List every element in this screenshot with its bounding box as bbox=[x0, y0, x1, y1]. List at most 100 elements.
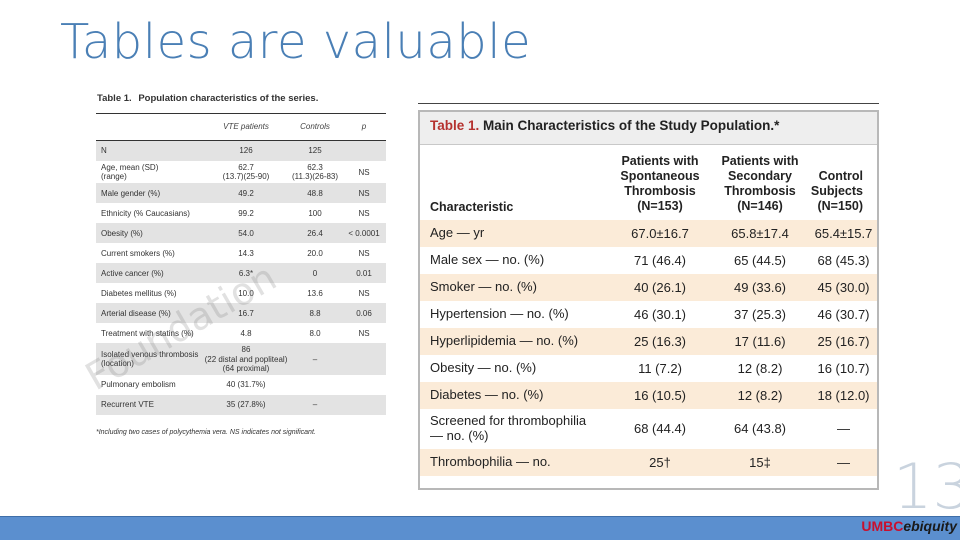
left-table-row: Recurrent VTE 35 (27.8%) – bbox=[96, 394, 386, 415]
left-table-cell: 8.8 bbox=[309, 308, 321, 318]
right-table-caption: Table 1. Main Characteristics of the Stu… bbox=[420, 112, 877, 144]
right-table-cell: 65 (44.5) bbox=[733, 252, 787, 268]
right-table-body: Age — yr 67.0±16.7 65.8±17.4 65.4±15.7 Male … bbox=[420, 220, 877, 476]
left-table-caption-number: Table 1. bbox=[97, 93, 132, 104]
left-table-cell: NS bbox=[358, 188, 370, 198]
left-table-cell: NS bbox=[358, 248, 370, 258]
right-table-cell: 12 (8.2) bbox=[737, 387, 783, 403]
left-table: Table 1. Population characteristics of t… bbox=[96, 93, 386, 436]
left-table-cell: 8.0 bbox=[309, 328, 321, 338]
slide-title: Tables are valuable bbox=[60, 14, 532, 70]
right-table-cell: Obesity — no. (%) bbox=[430, 360, 537, 376]
left-table-cell: 49.2 bbox=[238, 188, 254, 198]
left-table-caption-title: Population characteristics of the series… bbox=[138, 93, 319, 104]
right-table-cell: Smoker — no. (%) bbox=[430, 279, 537, 295]
right-table-cell: 16 (10.5) bbox=[633, 387, 687, 403]
right-table-row: Male sex — no. (%) 71 (46.4) 65 (44.5) 68 (… bbox=[420, 247, 877, 274]
left-table-cell: 100 bbox=[308, 208, 322, 218]
left-table-header-cell: VTE patients bbox=[223, 122, 269, 132]
left-table-cell: Current smokers (%) bbox=[101, 248, 175, 258]
right-table: Table 1. Main Characteristics of the Stu… bbox=[418, 110, 879, 490]
left-table-caption: Table 1. Population characteristics of t… bbox=[97, 93, 386, 104]
left-table-cell: 62.3 (11.3)(26-83) bbox=[291, 163, 339, 182]
left-table-cell: – bbox=[312, 400, 318, 410]
left-table-header-cell: Controls bbox=[300, 122, 330, 132]
left-table-row: Arterial disease (%) 16.7 8.8 0.06 bbox=[96, 303, 386, 324]
right-table-header-cell: Control Subjects (N=150) bbox=[810, 169, 863, 213]
right-table-row: Smoker — no. (%) 40 (26.1) 49 (33.6) 45 (30… bbox=[420, 274, 877, 301]
right-table-cell: 15‡ bbox=[749, 454, 771, 470]
left-table-row: Isolated venous thrombosis (location) 86 … bbox=[96, 343, 386, 375]
left-table-cell: Diabetes mellitus (%) bbox=[101, 288, 177, 298]
right-table-cell: Hypertension — no. (%) bbox=[430, 306, 569, 322]
left-table-cell: NS bbox=[358, 208, 370, 218]
left-table-cell: 10.0 bbox=[238, 288, 254, 298]
right-table-cell: Screened for thrombophilia — no. (%) bbox=[430, 413, 587, 443]
right-table-cell: 68 (44.4) bbox=[633, 421, 687, 437]
left-table-cell: – bbox=[312, 354, 318, 364]
left-table-row: Male gender (%) 49.2 48.8 NS bbox=[96, 183, 386, 204]
left-table-cell: 62.7 (13.7)(25-90) bbox=[222, 163, 270, 182]
left-table-cell: Isolated venous thrombosis (location) bbox=[101, 349, 199, 369]
right-table-cell: 64 (43.8) bbox=[733, 421, 787, 437]
right-table-cell: 68 (45.3) bbox=[817, 252, 870, 268]
left-table-header-cell: p bbox=[361, 122, 367, 132]
left-table-row: Age, mean (SD) (range) 62.7 (13.7)(25-90)… bbox=[96, 161, 386, 183]
right-table-row: Screened for thrombophilia — no. (%) 68 (… bbox=[420, 409, 877, 449]
left-table-top-rule bbox=[96, 113, 386, 114]
page-number: 13 bbox=[893, 450, 960, 523]
left-table-row: Active cancer (%) 6.3* 0 0.01 bbox=[96, 263, 386, 284]
right-table-cell: Hyperlipidemia — no. (%) bbox=[430, 333, 579, 349]
right-table-cell: 18 (12.0) bbox=[817, 387, 870, 403]
left-table-cell: 99.2 bbox=[238, 208, 254, 218]
left-table-cell: 14.3 bbox=[238, 248, 254, 258]
left-table-cell: Male gender (%) bbox=[101, 188, 161, 198]
right-table-cell: 25† bbox=[649, 454, 671, 470]
left-table-row: Current smokers (%) 14.3 20.0 NS bbox=[96, 243, 386, 263]
brand-logo-part1: UMBC bbox=[861, 518, 904, 534]
left-table-row: N 126 125 bbox=[96, 141, 386, 161]
right-table-row: Diabetes — no. (%) 16 (10.5) 12 (8.2) 18 (1… bbox=[420, 382, 877, 409]
right-table-cell: Age — yr bbox=[430, 225, 485, 241]
right-table-cell: 37 (25.3) bbox=[733, 306, 787, 322]
left-table-cell: NS bbox=[358, 167, 370, 177]
left-table-header: VTE patients Controls p bbox=[96, 114, 386, 140]
left-table-cell: Age, mean (SD) (range) bbox=[101, 163, 159, 182]
left-table-row: Obesity (%) 54.0 26.4 < 0.0001 bbox=[96, 223, 386, 244]
right-table-cell: 25 (16.3) bbox=[633, 333, 687, 349]
left-table-body: N 126 125 Age, mean (SD) (range) 62.7 (13.7)… bbox=[96, 141, 386, 415]
left-table-cell: 0 bbox=[312, 268, 318, 278]
left-table-cell: Treatment with statins (%) bbox=[101, 328, 194, 338]
left-table-cell: 26.4 bbox=[307, 228, 323, 238]
right-table-row: Obesity — no. (%) 11 (7.2) 12 (8.2) 16 (10.… bbox=[420, 355, 877, 382]
right-table-cell: 65.4±15.7 bbox=[814, 225, 873, 241]
right-table-cell: — bbox=[837, 421, 850, 437]
right-table-cell: 67.0±16.7 bbox=[631, 225, 689, 241]
left-table-cell: Active cancer (%) bbox=[101, 268, 164, 278]
right-table-cell: 46 (30.1) bbox=[633, 306, 687, 322]
right-table-cell: 65.8±17.4 bbox=[731, 225, 789, 241]
left-table-footnote: *Including two cases of polycythemia ver… bbox=[96, 428, 316, 436]
left-table-cell: Ethnicity (% Caucasians) bbox=[101, 208, 190, 218]
right-table-cell: Male sex — no. (%) bbox=[430, 252, 545, 268]
left-table-cell: Obesity (%) bbox=[101, 228, 143, 238]
right-table-top-rule bbox=[418, 103, 879, 104]
right-table-row: Hypertension — no. (%) 46 (30.1) 37 (25.3)… bbox=[420, 301, 877, 328]
right-table-cell: — bbox=[837, 454, 850, 470]
left-table-cell: 6.3* bbox=[238, 268, 254, 278]
left-table-cell: 54.0 bbox=[238, 228, 254, 238]
right-table-row: Hyperlipidemia — no. (%) 25 (16.3) 17 (11.… bbox=[420, 328, 877, 355]
left-table-cell: 35 (27.8%) bbox=[226, 400, 266, 410]
left-table-cell: NS bbox=[358, 328, 370, 338]
left-table-row: Ethnicity (% Caucasians) 99.2 100 NS bbox=[96, 203, 386, 223]
right-table-cell: 49 (33.6) bbox=[733, 279, 787, 295]
right-table-row: Age — yr 67.0±16.7 65.8±17.4 65.4±15.7 bbox=[420, 220, 877, 247]
brand-logo: UMBCebiquity bbox=[861, 518, 957, 534]
bottom-bar bbox=[0, 516, 960, 540]
right-table-cell: 45 (30.0) bbox=[817, 279, 870, 295]
left-table-cell: 86 (22 distal and popliteal) (64 proxima… bbox=[204, 345, 288, 373]
right-table-cell: 17 (11.6) bbox=[734, 333, 786, 349]
left-table-cell: NS bbox=[358, 288, 370, 298]
right-table-cell: 71 (46.4) bbox=[633, 252, 687, 268]
right-table-header-cell: Patients with Spontaneous Thrombosis (N=… bbox=[620, 154, 700, 213]
